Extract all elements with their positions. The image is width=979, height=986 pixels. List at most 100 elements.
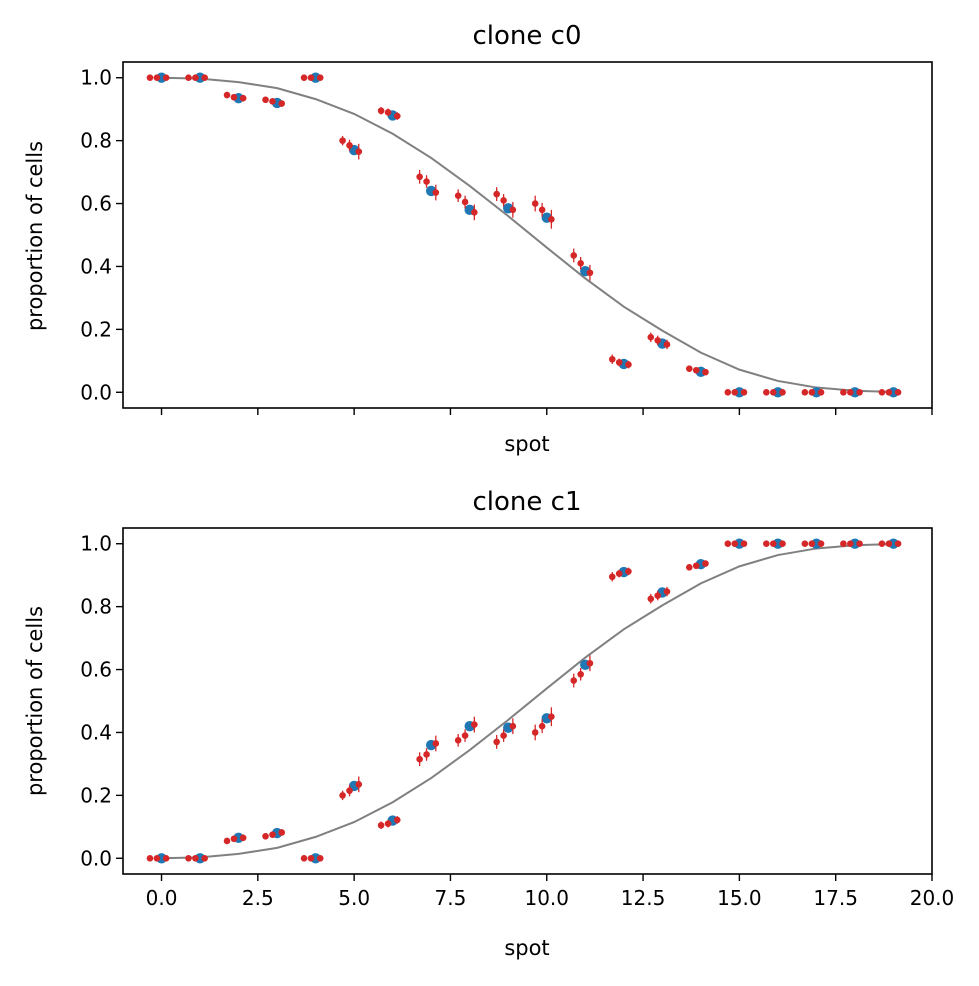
c0-replicate-point: [500, 197, 507, 204]
c1-replicate-point: [393, 816, 401, 824]
c1-replicate-point: [894, 540, 902, 548]
c0-replicate-point: [201, 74, 208, 82]
c1-replicate-point: [686, 564, 693, 571]
c0-replicate-point: [509, 206, 517, 214]
c0-replicate-point: [346, 142, 353, 149]
c1-ytick-label: 0.6: [80, 658, 112, 682]
c1-xtick-label: 12.5: [621, 886, 666, 910]
c1-xtick-label: 2.5: [242, 886, 274, 910]
subplot-c1-title: clone c1: [472, 487, 581, 517]
c0-replicate-point: [307, 74, 315, 82]
c0-replicate-point: [162, 74, 170, 82]
c1-replicate-point: [808, 540, 816, 548]
c0-replicate-point: [763, 388, 770, 396]
c1-replicate-point: [223, 837, 231, 845]
c0-replicate-point: [423, 178, 430, 185]
c0-replicate-point: [230, 93, 238, 101]
c0-replicate-point: [577, 260, 584, 267]
c1-replicate-point: [432, 740, 440, 747]
c1-replicate-point: [570, 677, 578, 684]
c1-replicate-point: [885, 540, 893, 548]
c0-replicate-point: [686, 365, 693, 372]
subplot-c0-xlabel: spot: [504, 432, 549, 456]
c0-axes-frame: [122, 61, 933, 409]
c0-ytick-label: 0.0: [80, 380, 112, 404]
c1-replicate-point: [346, 787, 353, 794]
c0-replicate-point: [239, 94, 247, 102]
c0-replicate-point: [153, 74, 161, 82]
c0-replicate-point: [454, 192, 462, 199]
c0-replicate-point: [654, 337, 662, 344]
c1-xtick-label: 20.0: [910, 886, 955, 910]
c0-replicate-point: [769, 388, 777, 396]
c1-replicate-point: [615, 570, 623, 577]
c1-replicate-point: [262, 832, 269, 840]
c0-replicate-point: [724, 388, 732, 396]
c1-xtick-label: 7.5: [435, 886, 467, 910]
c0-replicate-point: [586, 269, 594, 277]
c0-replicate-point: [548, 215, 555, 223]
c0-replicate-point: [192, 74, 199, 82]
c1-replicate-point: [423, 751, 430, 758]
c0-replicate-point: [339, 137, 346, 144]
c1-replicate-point: [647, 595, 655, 603]
c0-replicate-point: [538, 206, 546, 214]
c1-replicate-point: [454, 737, 462, 744]
c0-replicate-point: [808, 388, 816, 396]
c0-replicate-point: [840, 388, 847, 396]
c0-replicate-point: [262, 96, 269, 104]
c1-replicate-point: [461, 732, 469, 739]
c1-replicate-point: [779, 540, 786, 548]
c1-xtick-label: 10.0: [524, 886, 569, 910]
c0-replicate-point: [316, 74, 324, 82]
c1-replicate-point: [300, 854, 308, 862]
c0-replicate-point: [493, 190, 500, 198]
c1-replicate-point: [856, 540, 863, 548]
c1-ytick-label: 0.4: [80, 720, 112, 744]
c1-ytick-label: 0.0: [80, 846, 112, 870]
c0-replicate-point: [278, 100, 286, 107]
c1-replicate-point: [162, 854, 170, 862]
c1-replicate-point: [731, 540, 739, 548]
c1-replicate-point: [316, 854, 324, 862]
c1-replicate-point: [586, 659, 594, 667]
c1-fit-curve: [161, 543, 894, 860]
c0-replicate-point: [856, 388, 863, 396]
c0-ytick-label: 0.6: [80, 192, 112, 216]
c0-replicate-point: [647, 333, 655, 341]
c0-ytick-label: 0.2: [80, 317, 112, 341]
c1-replicate-point: [577, 670, 584, 678]
c1-replicate-point: [377, 821, 385, 829]
c0-replicate-point: [817, 388, 825, 396]
c1-replicate-point: [654, 592, 662, 599]
c1-xtick-label: 5.0: [338, 886, 370, 910]
c1-replicate-point: [230, 835, 238, 843]
c0-replicate-point: [779, 388, 786, 396]
c0-ytick-label: 0.8: [80, 129, 112, 153]
c1-replicate-point: [153, 854, 161, 862]
c0-replicate-point: [416, 173, 423, 181]
c0-replicate-point: [393, 112, 401, 120]
c1-replicate-point: [339, 792, 346, 799]
c0-replicate-point: [801, 388, 809, 396]
subplot-c1-xlabel: spot: [504, 936, 549, 960]
c1-replicate-point: [384, 820, 392, 827]
c0-replicate-point: [663, 341, 671, 348]
c1-replicate-point: [531, 729, 539, 736]
c1-replicate-point: [201, 854, 208, 862]
c1-replicate-point: [146, 854, 154, 862]
c0-replicate-point: [885, 388, 893, 396]
c1-ytick-label: 1.0: [80, 532, 112, 556]
c0-replicate-point: [894, 388, 902, 396]
c0-replicate-point: [146, 74, 154, 82]
c1-axes-frame: [122, 527, 933, 875]
c0-replicate-point: [692, 366, 700, 374]
c0-replicate-point: [878, 388, 886, 396]
c1-replicate-point: [307, 854, 315, 862]
c0-replicate-point: [355, 148, 363, 155]
c1-replicate-point: [269, 831, 276, 838]
c0-replicate-point: [531, 200, 539, 207]
c0-ytick-label: 1.0: [80, 66, 112, 90]
subplot-c0-plot: 0.0 0.2 0.4 0.6 0.8 1.0: [80, 61, 933, 415]
c0-replicate-point: [223, 91, 231, 99]
